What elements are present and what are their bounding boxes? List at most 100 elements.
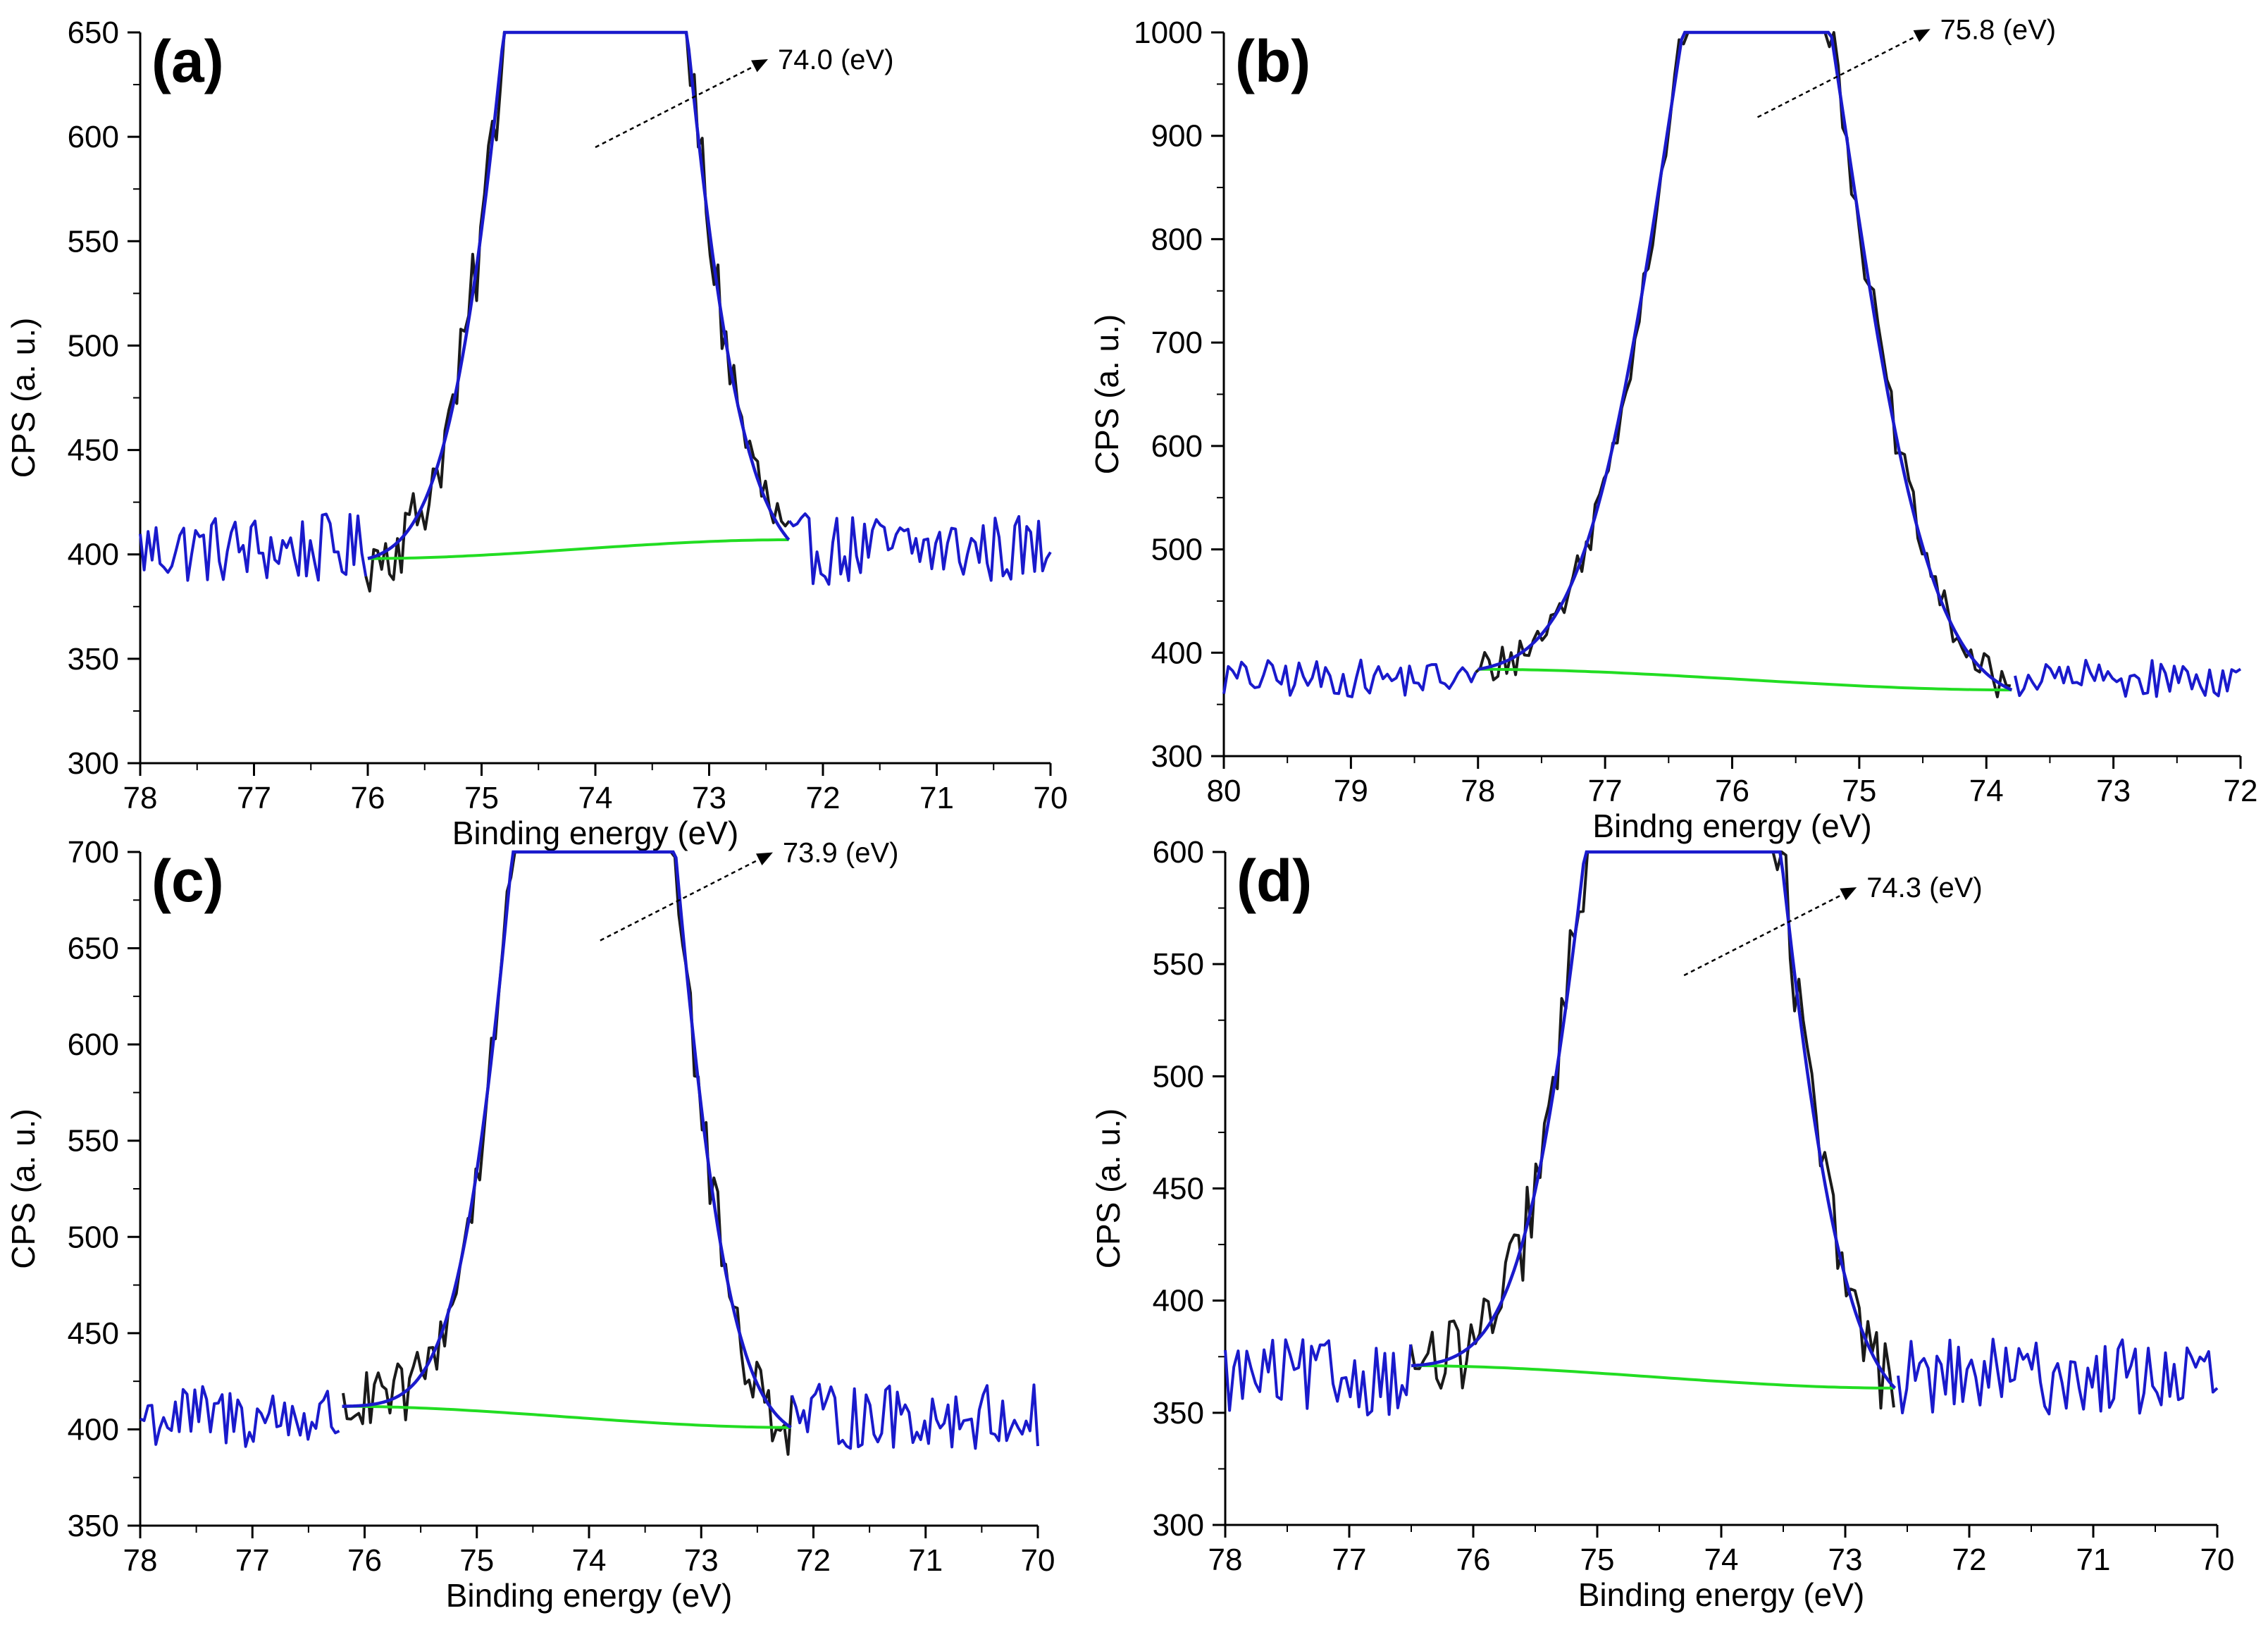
x-tick-label: 72 bbox=[796, 1543, 831, 1578]
x-tick-label: 78 bbox=[123, 1543, 158, 1578]
peak-arrow bbox=[595, 58, 769, 149]
y-tick-label: 400 bbox=[68, 538, 119, 572]
series-data-left bbox=[1222, 658, 1477, 698]
y-tick-label: 300 bbox=[1151, 739, 1203, 774]
y-axis-title: CPS (a. u.) bbox=[1089, 314, 1125, 475]
x-tick-label: 78 bbox=[1208, 1543, 1243, 1577]
x-tick-label: 73 bbox=[2096, 774, 2131, 808]
chart-panel-b: 80 79 78 77 76 75 74 73 72 300 400 500 600 700 800 900 1… bbox=[1089, 14, 2257, 844]
peak-arrow bbox=[600, 851, 774, 941]
y-tick-label: 600 bbox=[1153, 835, 1204, 870]
series-background bbox=[1477, 667, 2012, 692]
y-axis-title: CPS (a. u.) bbox=[1090, 1108, 1127, 1269]
y-tick-label: 600 bbox=[68, 120, 119, 154]
y-tick-label: 550 bbox=[68, 224, 119, 259]
x-axis-title: Binding energy (eV) bbox=[452, 815, 739, 851]
panel-label: (c) bbox=[151, 848, 224, 914]
peak-annotation: 74.0 (eV) bbox=[778, 44, 894, 75]
series-raw-data bbox=[1475, 31, 2012, 698]
series-raw-data bbox=[342, 851, 793, 1456]
x-tick-label: 77 bbox=[1332, 1543, 1367, 1577]
x-tick-label: 78 bbox=[1461, 774, 1495, 808]
x-tick-label: 71 bbox=[919, 781, 954, 815]
x-tick-label: 74 bbox=[1704, 1543, 1739, 1577]
series-background bbox=[1411, 1364, 1895, 1390]
panel-label: (b) bbox=[1235, 28, 1310, 94]
x-tick-label: 75 bbox=[464, 781, 499, 815]
y-tick-label: 500 bbox=[1151, 533, 1203, 567]
peak-annotation: 73.9 (eV) bbox=[783, 838, 899, 869]
y-tick-label: 550 bbox=[1153, 947, 1204, 982]
y-tick-label: 500 bbox=[1153, 1059, 1204, 1094]
peak-arrow bbox=[1757, 28, 1931, 118]
x-tick-label: 74 bbox=[1969, 774, 2004, 808]
chart-panel-a: 78 77 76 75 74 73 72 71 70 300 350 400 450 500 550 600 6… bbox=[5, 16, 1067, 851]
x-tick-label: 73 bbox=[684, 1543, 719, 1578]
series-data-left bbox=[140, 1385, 340, 1448]
x-tick-label: 79 bbox=[1334, 774, 1368, 808]
series-background bbox=[368, 538, 789, 560]
x-tick-label: 75 bbox=[1580, 1543, 1615, 1577]
x-tick-label: 70 bbox=[1021, 1543, 1055, 1578]
y-tick-label: 400 bbox=[1153, 1284, 1204, 1318]
series-data-right bbox=[2014, 659, 2242, 698]
y-tick-label: 500 bbox=[68, 328, 119, 363]
peak-annotation: 74.3 (eV) bbox=[1866, 872, 1983, 903]
y-tick-label: 550 bbox=[68, 1124, 119, 1158]
y-tick-label: 450 bbox=[68, 433, 119, 468]
peak-arrow bbox=[1683, 886, 1857, 977]
chart-panel-c: 78 77 76 75 74 73 72 71 70 350 400 450 500 550 600 650 7… bbox=[5, 835, 1055, 1614]
series-data-left bbox=[139, 512, 368, 582]
x-tick-label: 70 bbox=[2200, 1543, 2235, 1577]
y-tick-label: 700 bbox=[1151, 326, 1203, 360]
series-raw-data bbox=[1409, 851, 1895, 1410]
y-tick-label: 300 bbox=[68, 746, 119, 781]
series-data-right bbox=[1897, 1337, 2219, 1416]
y-axis-title: CPS (a. u.) bbox=[5, 318, 42, 478]
series-background bbox=[342, 1404, 791, 1429]
peak-annotation: 75.8 (eV) bbox=[1940, 14, 2057, 45]
peak-arrowhead bbox=[751, 58, 768, 73]
panel-label: (d) bbox=[1237, 848, 1312, 914]
series-fit bbox=[342, 850, 792, 1429]
x-tick-label: 71 bbox=[2076, 1543, 2111, 1577]
x-tick-label: 72 bbox=[2224, 774, 2258, 808]
series-raw-data bbox=[364, 31, 791, 593]
y-tick-label: 900 bbox=[1151, 119, 1203, 154]
x-tick-label: 77 bbox=[237, 781, 271, 815]
x-axis-title: Binding energy (eV) bbox=[1578, 1576, 1865, 1613]
y-tick-label: 650 bbox=[68, 932, 119, 966]
y-tick-label: 400 bbox=[68, 1412, 119, 1447]
y-tick-label: 350 bbox=[68, 642, 119, 676]
series-data-left bbox=[1224, 1338, 1413, 1416]
y-tick-label: 650 bbox=[68, 16, 119, 50]
series-fit bbox=[367, 30, 791, 560]
x-tick-label: 73 bbox=[692, 781, 726, 815]
x-axis-title: Bindng energy (eV) bbox=[1592, 808, 1871, 844]
peak-arrowhead bbox=[1913, 29, 1931, 42]
x-tick-label: 76 bbox=[347, 1543, 382, 1578]
chart-panel-d: 78 77 76 75 74 73 72 71 70 300 350 400 450 500 550 600 B… bbox=[1090, 835, 2234, 1613]
series-data-right bbox=[788, 512, 1052, 586]
panel-label: (a) bbox=[151, 28, 224, 94]
y-axis-title: CPS (a. u.) bbox=[5, 1108, 42, 1269]
x-tick-label: 70 bbox=[1034, 781, 1068, 815]
y-tick-label: 600 bbox=[1151, 429, 1203, 464]
y-tick-label: 600 bbox=[68, 1027, 119, 1062]
x-tick-label: 77 bbox=[1588, 774, 1623, 808]
y-tick-label: 800 bbox=[1151, 222, 1203, 257]
x-tick-label: 73 bbox=[1828, 1543, 1863, 1577]
x-tick-label: 72 bbox=[1952, 1543, 1987, 1577]
x-tick-label: 76 bbox=[351, 781, 385, 815]
x-tick-label: 77 bbox=[235, 1543, 270, 1578]
y-tick-label: 450 bbox=[68, 1316, 119, 1351]
series-fit bbox=[1411, 850, 1897, 1390]
y-tick-label: 400 bbox=[1151, 636, 1203, 670]
series-fit bbox=[1477, 30, 2013, 692]
x-tick-label: 76 bbox=[1715, 774, 1749, 808]
x-tick-label: 78 bbox=[123, 781, 158, 815]
y-tick-label: 350 bbox=[68, 1509, 119, 1543]
y-tick-label: 350 bbox=[1153, 1396, 1204, 1431]
x-tick-label: 76 bbox=[1456, 1543, 1491, 1577]
